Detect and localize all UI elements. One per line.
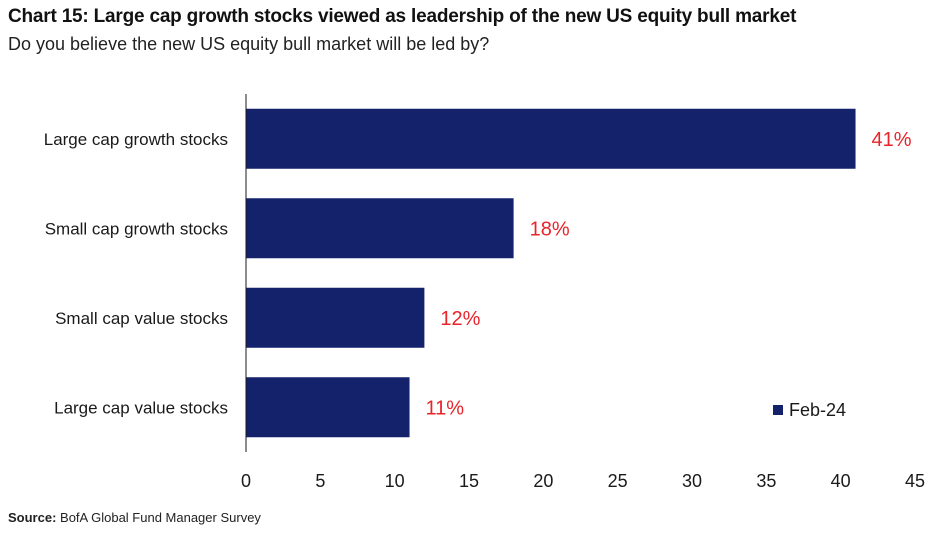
legend: Feb-24 xyxy=(773,400,846,420)
bar-1 xyxy=(246,198,514,259)
category-label-1: Small cap growth stocks xyxy=(45,219,228,238)
chart-subtitle: Do you believe the new US equity bull ma… xyxy=(8,34,490,54)
x-tick-label-7: 35 xyxy=(756,471,776,491)
data-labels-layer: 41% 18% 12% 11% xyxy=(426,129,912,420)
category-labels-layer: Large cap growth stocks Small cap growth … xyxy=(44,130,228,418)
bars-layer xyxy=(246,108,856,438)
source-label: Source: xyxy=(8,510,57,525)
data-label-0: 41% xyxy=(872,129,912,151)
legend-swatch xyxy=(773,405,783,415)
x-tick-label-6: 30 xyxy=(682,471,702,491)
chart-title: Chart 15: Large cap growth stocks viewed… xyxy=(8,6,797,27)
bar-0 xyxy=(246,108,856,169)
x-tick-label-3: 15 xyxy=(459,471,479,491)
category-label-2: Small cap value stocks xyxy=(55,309,228,328)
x-tick-label-2: 10 xyxy=(385,471,405,491)
data-label-3: 11% xyxy=(426,397,465,419)
x-tick-label-0: 0 xyxy=(241,471,251,491)
category-label-3: Large cap value stocks xyxy=(54,398,228,417)
x-tick-label-9: 45 xyxy=(905,471,925,491)
x-tick-label-5: 25 xyxy=(608,471,628,491)
data-label-2: 12% xyxy=(440,308,480,330)
x-tick-label-4: 20 xyxy=(533,471,553,491)
x-tick-labels: 0 5 10 15 20 25 30 35 40 45 xyxy=(241,471,925,491)
legend-label: Feb-24 xyxy=(789,400,846,420)
bar-2 xyxy=(246,287,425,348)
x-tick-label-8: 40 xyxy=(831,471,851,491)
bar-3 xyxy=(246,377,410,438)
source-note: Source: BofA Global Fund Manager Survey xyxy=(8,510,261,525)
source-text: BofA Global Fund Manager Survey xyxy=(60,510,261,525)
data-label-1: 18% xyxy=(530,218,570,240)
category-label-0: Large cap growth stocks xyxy=(44,130,228,149)
x-tick-label-1: 5 xyxy=(315,471,325,491)
